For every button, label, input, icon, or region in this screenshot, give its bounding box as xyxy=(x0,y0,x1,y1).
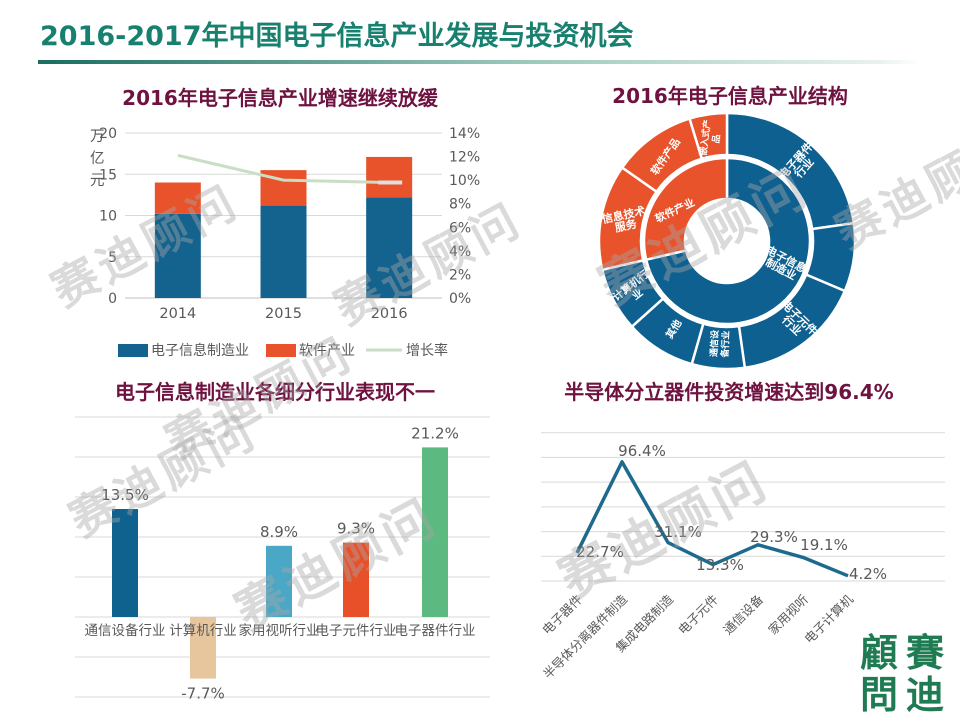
svg-text:家用视听行业: 家用视听行业 xyxy=(239,622,320,639)
svg-text:5: 5 xyxy=(108,250,117,266)
bar-chart: 13.5% 通信设备行业 -7.7% 计算机行业 8.9% 家用视听行业 9.3% 电子元件行… xyxy=(75,416,490,703)
chart-title-investment-growth: 半导体分立器件投资增速达到96.4% xyxy=(564,380,894,404)
chart-industry-structure: 2016年电子信息产业结构 电子器件行业 电子元件行业 通信设备行业 其他 计算机行业信… xyxy=(520,84,940,376)
svg-text:96.4%: 96.4% xyxy=(618,442,666,460)
svg-text:29.3%: 29.3% xyxy=(750,528,798,546)
svg-text:14%: 14% xyxy=(449,126,480,142)
svg-text:0%: 0% xyxy=(449,291,471,307)
svg-text:计算机行业: 计算机行业 xyxy=(169,623,237,639)
chart-title-industry-structure: 2016年电子信息产业结构 xyxy=(612,84,848,108)
svg-text:12%: 12% xyxy=(449,150,480,166)
svg-text:4%: 4% xyxy=(449,244,471,260)
svg-text:2015: 2015 xyxy=(265,306,302,322)
svg-text:半导体分离器件制造: 半导体分离器件制造 xyxy=(540,591,631,682)
svg-text:22.7%: 22.7% xyxy=(576,543,624,561)
svg-text:0: 0 xyxy=(108,291,117,307)
seal-char: 賽 xyxy=(905,630,944,675)
svg-text:13.5%: 13.5% xyxy=(101,486,149,504)
seal-char: 迪 xyxy=(905,672,944,717)
svg-text:电子元件: 电子元件 xyxy=(675,592,721,638)
svg-text:20: 20 xyxy=(99,126,117,142)
svg-text:电子信息制造业: 电子信息制造业 xyxy=(151,342,249,359)
svg-text:万: 万 xyxy=(90,129,105,145)
svg-text:10: 10 xyxy=(99,209,117,225)
svg-text:亿: 亿 xyxy=(90,150,105,167)
chart-investment-growth: 半导体分立器件投资增速达到96.4% 22.7% 96.4% 31.1% 13.3% 2… xyxy=(505,380,953,716)
svg-text:4.2%: 4.2% xyxy=(849,565,887,583)
svg-text:13.3%: 13.3% xyxy=(696,556,744,574)
svg-text:2016: 2016 xyxy=(371,306,408,322)
svg-text:电子器件: 电子器件 xyxy=(539,592,585,638)
svg-text:电子器件行业: 电子器件行业 xyxy=(395,623,476,639)
page-title: 2016-2017年中国电子信息产业发展与投资机会 xyxy=(40,21,634,52)
chart-title-subsector-performance: 电子信息制造业各细分行业表现不一 xyxy=(115,380,435,404)
svg-text:19.1%: 19.1% xyxy=(800,536,848,554)
svg-text:8%: 8% xyxy=(449,197,471,213)
chart-industry-growth: 2016年电子信息产业增速继续放缓 0 5 10 15 20 万亿元 0% 2% 4% 6% 8% 1… xyxy=(60,86,500,375)
line-chart: 22.7% 96.4% 31.1% 13.3% 29.3% 19.1%4.2% 电子器件半导… xyxy=(539,432,945,682)
ccid-seal-logo: 顧 賽 問 迪 xyxy=(856,632,948,716)
svg-text:15: 15 xyxy=(99,167,117,183)
title-underline xyxy=(38,60,922,64)
svg-text:6%: 6% xyxy=(449,220,471,236)
svg-text:通信设备行业: 通信设备行业 xyxy=(85,622,166,639)
svg-text:家用视听: 家用视听 xyxy=(765,592,811,638)
svg-text:元: 元 xyxy=(90,173,105,189)
svg-text:通信设备行业: 通信设备行业 xyxy=(708,329,732,359)
svg-text:31.1%: 31.1% xyxy=(654,523,702,541)
svg-text:-7.7%: -7.7% xyxy=(181,685,225,703)
svg-text:21.2%: 21.2% xyxy=(411,424,459,442)
seal-char: 顧 xyxy=(859,630,898,675)
svg-text:增长率: 增长率 xyxy=(406,342,448,359)
svg-text:电子计算机: 电子计算机 xyxy=(801,591,856,646)
svg-text:9.3%: 9.3% xyxy=(337,520,375,538)
svg-text:2014: 2014 xyxy=(159,306,196,322)
chart-subsector-performance: 电子信息制造业各细分行业表现不一 13.5% 通信设备行业 -7.7% 计算机行业 8.… xyxy=(50,380,500,716)
svg-text:10%: 10% xyxy=(449,173,480,189)
svg-text:通信设备: 通信设备 xyxy=(720,591,766,637)
svg-text:8.9%: 8.9% xyxy=(260,523,298,541)
seal-char: 問 xyxy=(859,672,898,717)
svg-text:2%: 2% xyxy=(449,267,471,283)
chart-title-industry-growth: 2016年电子信息产业增速继续放缓 xyxy=(122,86,438,110)
svg-text:电子元件行业: 电子元件行业 xyxy=(316,623,397,639)
svg-text:软件产业: 软件产业 xyxy=(299,343,355,359)
